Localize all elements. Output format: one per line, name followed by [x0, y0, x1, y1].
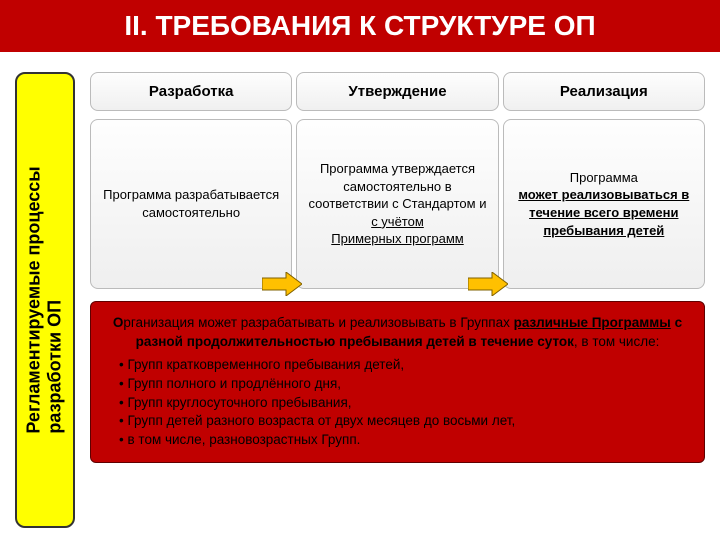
content-area: Регламентируемые процессы разработки ОП …	[0, 52, 720, 538]
list-item: Групп круглосуточного пребывания,	[119, 394, 686, 413]
list-item: Групп полного и продлённого дня,	[119, 375, 686, 394]
list-item: Групп детей разного возраста от двух мес…	[119, 412, 686, 431]
column-2-header: Реализация	[503, 72, 705, 111]
column-1-body: Программа утверждается самостоятельно в …	[296, 119, 498, 289]
bottom-lead: Организация может разрабатывать и реализ…	[109, 314, 686, 352]
main-area: Разработка Программа разрабатывается сам…	[90, 72, 705, 528]
list-item: Групп кратковременного пребывания детей,	[119, 356, 686, 375]
bottom-list: Групп кратковременного пребывания детей,…	[109, 356, 686, 450]
page-title: II. ТРЕБОВАНИЯ К СТРУКТУРЕ ОП	[0, 0, 720, 52]
bottom-note: Организация может разрабатывать и реализ…	[90, 301, 705, 463]
column-0: Разработка Программа разрабатывается сам…	[90, 72, 292, 289]
sidebar-line2: разработки ОП	[45, 300, 65, 434]
column-1: Утверждение Программа утверждается самос…	[296, 72, 498, 289]
arrow-icon-2	[468, 272, 508, 296]
column-2-body: Программа может реализовываться в течени…	[503, 119, 705, 289]
columns-row: Разработка Программа разрабатывается сам…	[90, 72, 705, 289]
column-0-header: Разработка	[90, 72, 292, 111]
sidebar-text: Регламентируемые процессы разработки ОП	[24, 166, 66, 433]
column-2: Реализация Программа может реализовывать…	[503, 72, 705, 289]
arrow-icon-1	[262, 272, 302, 296]
list-item: в том числе, разновозрастных Групп.	[119, 431, 686, 450]
sidebar-line1: Регламентируемые процессы	[24, 166, 44, 433]
column-1-header: Утверждение	[296, 72, 498, 111]
sidebar-label-box: Регламентируемые процессы разработки ОП	[15, 72, 75, 528]
column-0-body: Программа разрабатывается самостоятельно	[90, 119, 292, 289]
